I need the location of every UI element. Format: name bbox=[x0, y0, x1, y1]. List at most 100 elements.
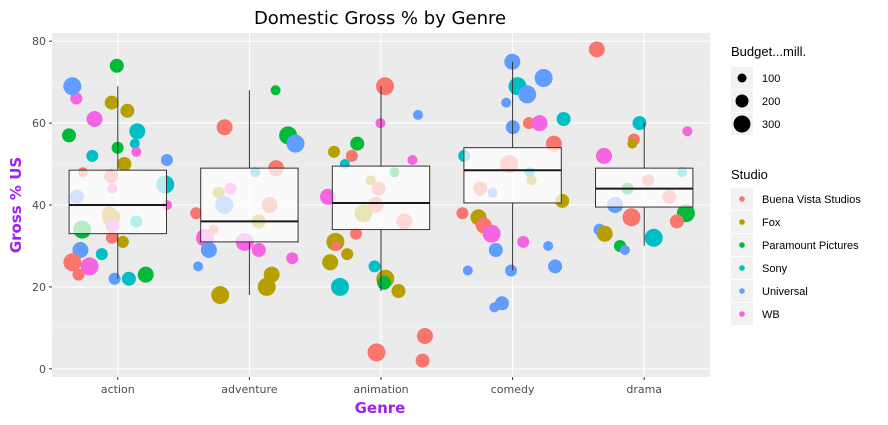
data-point bbox=[86, 111, 103, 127]
legend-color-key bbox=[739, 311, 745, 317]
data-point bbox=[619, 245, 630, 255]
data-point bbox=[286, 252, 299, 265]
legend-color-key bbox=[739, 288, 745, 294]
data-point bbox=[216, 119, 233, 136]
data-point bbox=[95, 248, 108, 261]
legend-color-label: Buena Vista Studios bbox=[762, 194, 861, 206]
data-point bbox=[548, 259, 563, 274]
data-point bbox=[137, 266, 154, 283]
data-point bbox=[193, 261, 204, 272]
data-point bbox=[257, 277, 276, 296]
y-tick-label: 20 bbox=[32, 281, 46, 294]
data-point bbox=[518, 85, 537, 104]
legend-color-label: Universal bbox=[762, 286, 808, 298]
data-point bbox=[682, 126, 693, 137]
data-point bbox=[367, 343, 386, 362]
data-point bbox=[413, 109, 423, 120]
data-point bbox=[596, 225, 613, 242]
x-tick-label: action bbox=[101, 383, 135, 396]
data-point bbox=[286, 134, 305, 153]
x-tick-label: comedy bbox=[491, 383, 535, 396]
box-iqr bbox=[331, 165, 431, 231]
boxplots bbox=[68, 61, 694, 296]
y-tick-label: 0 bbox=[39, 363, 46, 376]
data-point bbox=[556, 112, 571, 126]
size-legend-title: Budget...mill. bbox=[731, 44, 806, 59]
data-point bbox=[391, 284, 406, 298]
data-point bbox=[482, 224, 501, 243]
box-iqr bbox=[200, 167, 299, 243]
data-point bbox=[462, 265, 473, 276]
data-point bbox=[105, 231, 118, 244]
data-point bbox=[596, 147, 612, 164]
data-point bbox=[368, 260, 381, 273]
data-point bbox=[627, 138, 638, 149]
color-legend-title: Studio bbox=[731, 167, 768, 182]
data-point bbox=[534, 69, 553, 87]
data-point bbox=[644, 228, 663, 247]
data-point bbox=[331, 277, 349, 296]
box-iqr bbox=[595, 167, 694, 208]
data-point bbox=[70, 92, 83, 105]
box-iqr bbox=[68, 169, 167, 235]
y-tick-label: 40 bbox=[32, 199, 46, 212]
data-point bbox=[350, 227, 362, 240]
data-point bbox=[108, 272, 121, 285]
data-point bbox=[62, 128, 76, 143]
y-tick-label: 80 bbox=[32, 35, 46, 48]
data-point bbox=[109, 58, 124, 73]
data-point bbox=[415, 353, 430, 368]
data-point bbox=[416, 328, 433, 344]
data-point bbox=[588, 41, 605, 58]
y-tick-label: 60 bbox=[32, 117, 46, 130]
legend-color-key bbox=[739, 265, 745, 271]
data-point bbox=[211, 286, 230, 305]
legend-size-key bbox=[735, 94, 749, 108]
legend-color-key bbox=[739, 219, 745, 225]
data-point bbox=[116, 235, 129, 248]
y-axis: 0 20 40 60 80 bbox=[32, 35, 52, 376]
data-point bbox=[200, 242, 217, 258]
data-point bbox=[72, 268, 85, 281]
data-point bbox=[160, 154, 173, 166]
x-tick-label: adventure bbox=[221, 383, 278, 396]
legend-size-label: 300 bbox=[762, 119, 780, 131]
x-tick-label: drama bbox=[626, 383, 662, 396]
data-point bbox=[251, 243, 266, 257]
data-point bbox=[523, 117, 535, 130]
data-point bbox=[632, 116, 647, 131]
data-point bbox=[531, 115, 548, 132]
data-point bbox=[377, 275, 391, 290]
data-point bbox=[270, 85, 281, 96]
data-point bbox=[488, 243, 503, 257]
data-point bbox=[407, 155, 418, 165]
data-point bbox=[456, 207, 469, 220]
data-point bbox=[350, 136, 365, 151]
data-point bbox=[190, 207, 203, 220]
data-point bbox=[505, 264, 517, 277]
legend-color-label: Fox bbox=[762, 217, 781, 229]
data-point bbox=[80, 257, 99, 276]
data-point bbox=[375, 118, 386, 129]
data-point bbox=[501, 97, 512, 108]
data-point bbox=[341, 248, 354, 261]
legend: Budget...mill. Studio 100 200 300 Buena Vis… bbox=[731, 44, 861, 325]
x-axis-title: Genre bbox=[355, 399, 406, 417]
legend-size-label: 200 bbox=[762, 96, 780, 108]
data-point bbox=[129, 138, 140, 149]
data-point bbox=[120, 103, 135, 118]
data-point bbox=[622, 208, 641, 227]
data-point bbox=[331, 241, 341, 251]
data-point bbox=[376, 77, 394, 96]
x-tick-label: animation bbox=[353, 383, 408, 396]
chart-title: Domestic Gross % by Genre bbox=[254, 8, 506, 29]
data-point bbox=[129, 123, 146, 140]
data-point bbox=[104, 95, 119, 110]
data-point bbox=[63, 253, 82, 272]
legend-color-key bbox=[739, 196, 745, 202]
data-point bbox=[117, 157, 132, 171]
legend-size-key bbox=[733, 115, 751, 133]
data-point bbox=[328, 145, 340, 158]
data-point bbox=[669, 214, 684, 229]
